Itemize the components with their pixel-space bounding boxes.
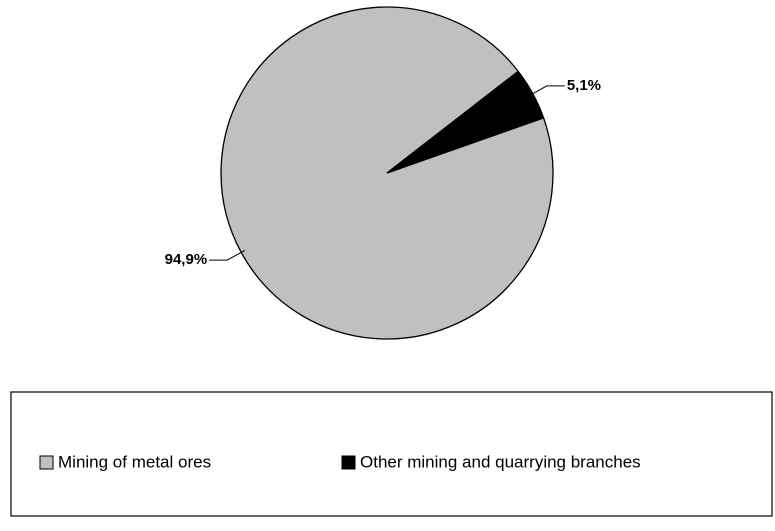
data-label: 94,9% [165,251,208,268]
leader-line [209,250,245,261]
legend-label: Mining of metal ores [58,452,211,471]
leader-line [529,85,565,96]
legend-swatch [39,455,54,470]
legend-label: Other mining and quarrying branches [360,452,641,471]
legend-box [10,391,773,517]
legend-swatch [341,455,356,470]
data-label: 5,1% [567,77,601,94]
